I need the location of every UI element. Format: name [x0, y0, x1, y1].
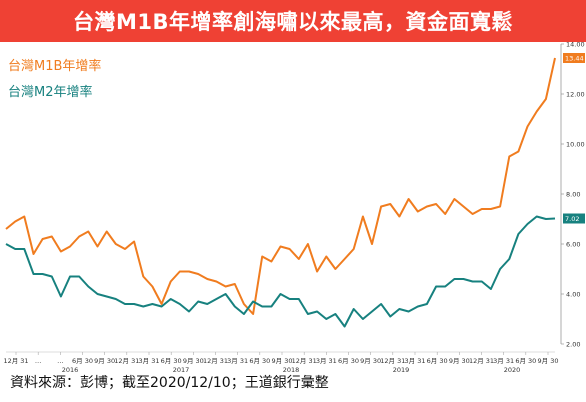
last-value-badge [563, 213, 585, 224]
x-tick-label: 3月 31 [227, 357, 248, 365]
x-tick-label: 6月 30 [249, 357, 270, 365]
x-tick-label: 6月 30 [72, 357, 93, 365]
x-tick-label: 12月 31 [469, 357, 494, 365]
year-label: 2017 [173, 366, 190, 372]
y-tick-label: 6.00 [566, 241, 580, 249]
x-tick-label: 3月 31 [139, 357, 160, 365]
chart-title: 台灣M1B年增率創海嘯以來最高，資金面寬鬆 [72, 10, 513, 34]
x-tick-label: 12月 31 [292, 357, 317, 365]
x-tick-label: 3月 31 [316, 357, 337, 365]
last-value-badge [563, 53, 585, 63]
x-tick-label: 6月 30 [338, 357, 359, 365]
last-value-label: 13.44 [565, 55, 584, 63]
x-tick-label: 9月 30 [272, 357, 293, 365]
x-tick-label: 12月 31 [114, 357, 139, 365]
x-tick-label: … [35, 357, 42, 365]
x-tick-label: 12月 31 [380, 357, 405, 365]
chart-area: 2.00 4.00 6.00 8.00 10.00 12.00 14.00 12月 31 … … 6… [3, 42, 585, 372]
series-layer: 13.44 7.02 [5, 53, 585, 328]
year-label: 2019 [393, 366, 410, 372]
x-tick-label: 12月 31 [3, 357, 28, 365]
x-tick-label: 9月 30 [538, 357, 559, 365]
axis-layer: 2.00 4.00 6.00 8.00 10.00 12.00 14.00 12月 31 … … 6… [3, 42, 584, 372]
m1b-series-line [5, 57, 556, 315]
legend-entry: 台灣M2年增率 [8, 84, 93, 100]
x-tick-label: … [57, 357, 64, 365]
x-tick-label: 3月 31 [493, 357, 514, 365]
x-tick-label: 9月 30 [449, 357, 470, 365]
year-label: 2020 [504, 366, 521, 372]
last-value-label: 7.02 [565, 215, 579, 223]
y-tick-label: 12.00 [566, 91, 585, 99]
year-label: 2018 [283, 366, 300, 372]
y-tick-label: 14.00 [566, 42, 585, 49]
x-tick-label: 6月 30 [161, 357, 182, 365]
x-tick-label: 12月 31 [203, 357, 228, 365]
source-note: 資料來源：彭博；截至2020/12/10；王道銀行彙整 [10, 375, 329, 391]
x-tick-label: 9月 30 [94, 357, 115, 365]
x-tick-label: 3月 31 [405, 357, 426, 365]
x-tick-label: 9月 30 [360, 357, 381, 365]
year-label: 2016 [62, 366, 79, 372]
x-tick-label: 9月 30 [183, 357, 204, 365]
title-banner: 台灣M1B年增率創海嘯以來最高，資金面寬鬆 [0, 0, 586, 42]
m2-series-line [5, 215, 556, 328]
y-tick-label: 2.00 [566, 341, 580, 349]
x-tick-label: 6月 30 [515, 357, 536, 365]
y-tick-label: 4.00 [566, 291, 580, 299]
legend-entry: 台灣M1B年增率 [8, 58, 101, 74]
y-tick-label: 8.00 [566, 191, 580, 199]
x-tick-label: 6月 30 [427, 357, 448, 365]
y-tick-label: 10.00 [566, 141, 585, 149]
